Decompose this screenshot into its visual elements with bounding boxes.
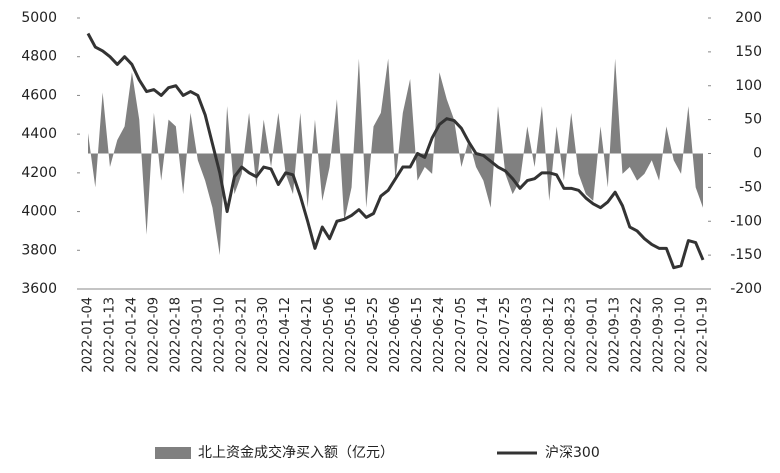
y2-tick-label: 150 <box>735 44 762 60</box>
x-tick-label: 2022-08-12 <box>542 297 557 373</box>
y2-tick-label: -50 <box>739 179 762 195</box>
y2-tick-label: -100 <box>730 213 762 229</box>
y-tick-label: 5000 <box>21 10 57 26</box>
x-tick-label: 2022-01-13 <box>102 297 117 373</box>
x-tick-label: 2022-09-22 <box>630 297 645 373</box>
x-tick-label: 2022-06-15 <box>410 297 425 373</box>
x-tick-label: 2022-03-01 <box>190 297 205 373</box>
net-buy-area <box>88 58 703 256</box>
x-tick-label: 2022-10-10 <box>674 297 689 373</box>
x-tick-label: 2022-05-06 <box>322 297 337 373</box>
y-tick-label: 4600 <box>21 87 57 103</box>
index-line <box>86 32 705 270</box>
x-tick-label: 2022-04-12 <box>278 297 293 373</box>
x-tick-label: 2022-07-14 <box>476 297 491 373</box>
x-tick-label: 2022-01-04 <box>81 297 96 373</box>
x-tick-label: 2022-09-30 <box>652 297 667 373</box>
y-tick-label: 4800 <box>21 49 57 65</box>
legend-swatch <box>155 447 191 459</box>
y2-tick-label: 100 <box>735 78 762 94</box>
x-tick-label: 2022-07-05 <box>454 297 469 373</box>
x-tick-label: 2022-08-03 <box>520 297 535 373</box>
y-tick-label: 4200 <box>21 165 57 181</box>
y-tick-label: 3600 <box>21 281 57 297</box>
x-tick-label: 2022-07-25 <box>498 297 513 373</box>
y-tick-label: 3800 <box>21 242 57 258</box>
x-tick-label: 2022-06-24 <box>432 297 447 373</box>
x-tick-label: 2022-09-13 <box>608 297 623 373</box>
x-tick-label: 2022-04-21 <box>300 297 315 373</box>
y-tick-label: 4400 <box>21 126 57 142</box>
x-tick-label: 2022-03-30 <box>256 297 271 373</box>
y2-tick-label: 50 <box>744 112 762 128</box>
legend-label: 北上资金成交净买入额（亿元） <box>198 444 394 461</box>
y2-tick-label: -150 <box>730 247 762 263</box>
y2-tick-label: -200 <box>730 281 762 297</box>
y2-tick-label: 0 <box>753 146 762 162</box>
x-tick-label: 2022-10-19 <box>696 297 711 373</box>
y-tick-label: 4000 <box>21 204 57 220</box>
x-tick-label: 2022-05-25 <box>366 297 381 373</box>
x-tick-label: 2022-02-18 <box>168 297 183 373</box>
x-tick-label: 2022-03-21 <box>234 297 249 373</box>
y2-tick-label: 200 <box>735 10 762 26</box>
x-tick-label: 2022-08-23 <box>564 297 579 373</box>
x-tick-label: 2022-09-01 <box>586 297 601 373</box>
x-tick-label: 2022-01-24 <box>124 297 139 373</box>
legend-label: 沪深300 <box>545 445 600 461</box>
x-tick-label: 2022-06-06 <box>388 297 403 373</box>
x-tick-label: 2022-02-09 <box>146 297 161 373</box>
x-tick-label: 2022-03-10 <box>212 297 227 373</box>
x-tick-label: 2022-05-16 <box>344 297 359 373</box>
